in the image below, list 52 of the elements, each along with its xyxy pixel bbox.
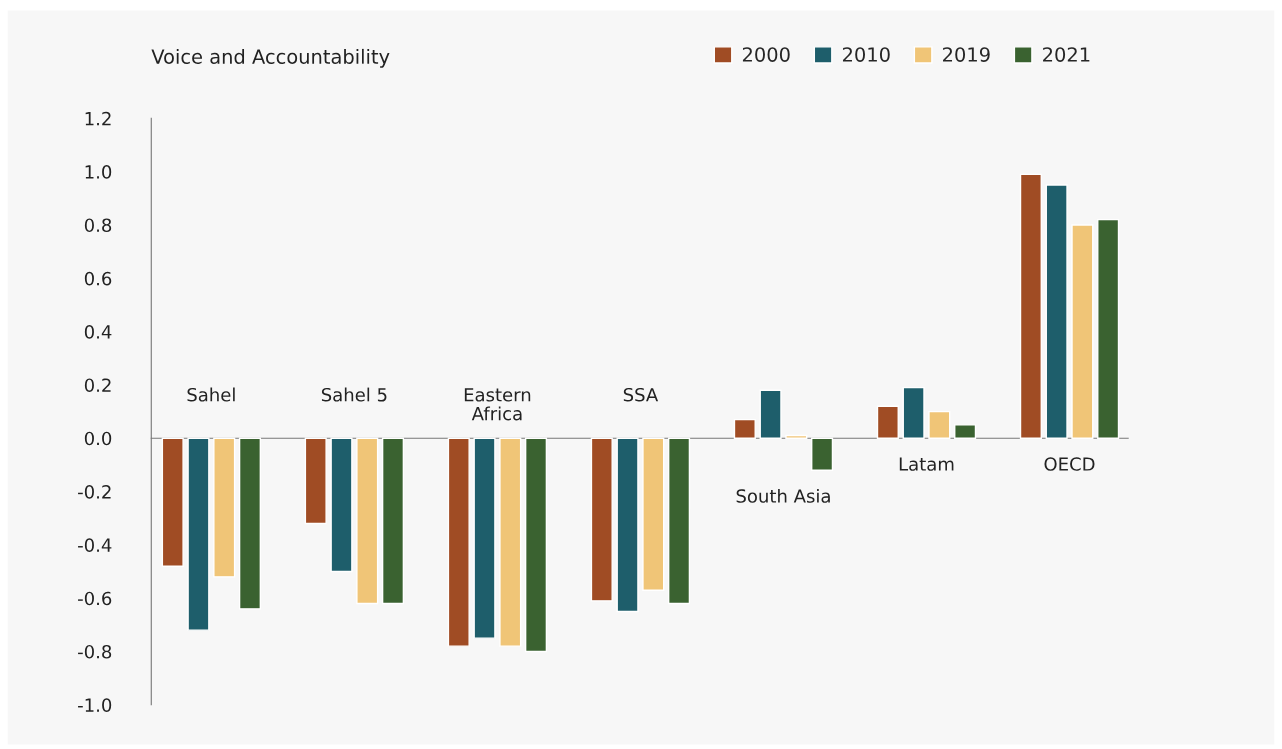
y-tick-label: 0.6: [84, 271, 112, 286]
x-tick-label: Sahel: [187, 387, 235, 402]
legend-label: 2021: [1043, 47, 1090, 62]
bar: [161, 437, 184, 567]
bar: [902, 386, 925, 439]
y-tick-label: -0.2: [78, 485, 111, 499]
bar: [499, 437, 522, 647]
x-tick-label: Sahel 5: [321, 387, 387, 402]
bar: [876, 405, 899, 439]
y-tick-label: 1.0: [85, 165, 112, 179]
bar: [733, 418, 756, 439]
legend-label: 2000: [742, 47, 790, 62]
bar: [447, 437, 470, 647]
x-tick-label: OECD: [1044, 457, 1095, 471]
chart-title: Voice and Accountability: [151, 48, 390, 68]
bar: [811, 437, 834, 471]
y-tick-label: 0.0: [84, 431, 112, 446]
bar: [238, 437, 262, 610]
bar: [785, 434, 808, 439]
y-tick-label: -0.6: [78, 591, 112, 606]
bar: [1045, 184, 1068, 439]
y-tick-label: 0.4: [84, 325, 112, 339]
bar: [187, 437, 210, 631]
y-tick-label: 1.2: [85, 111, 111, 126]
bar: [381, 437, 405, 605]
bar: [473, 437, 496, 639]
bar: [616, 437, 639, 613]
bar: [642, 437, 665, 591]
bar: [667, 437, 691, 605]
bar: [213, 437, 236, 578]
bar: [304, 437, 327, 525]
bar: [1019, 173, 1042, 439]
legend-label: 2019: [943, 47, 990, 62]
bar: [356, 437, 379, 605]
bar: [928, 410, 951, 439]
bar: [590, 437, 613, 602]
bar: [330, 437, 353, 573]
y-tick-label: 0.8: [84, 218, 112, 233]
x-tick-label: South Asia: [736, 488, 830, 503]
legend-label: 2010: [842, 47, 890, 62]
bar: [524, 437, 548, 653]
y-tick-label: -0.8: [78, 644, 112, 659]
y-tick-label: -0.4: [78, 538, 112, 552]
x-tick-label: Latam: [899, 457, 954, 471]
x-tick-label: SSA: [623, 387, 659, 402]
bar: [1097, 218, 1120, 439]
y-tick-label: -1.0: [78, 698, 112, 712]
y-tick-label: 0.2: [84, 378, 111, 393]
x-tick-label: Eastern Africa: [464, 388, 531, 421]
bar: [954, 424, 977, 439]
bar: [1071, 224, 1094, 439]
bar: [759, 389, 782, 439]
